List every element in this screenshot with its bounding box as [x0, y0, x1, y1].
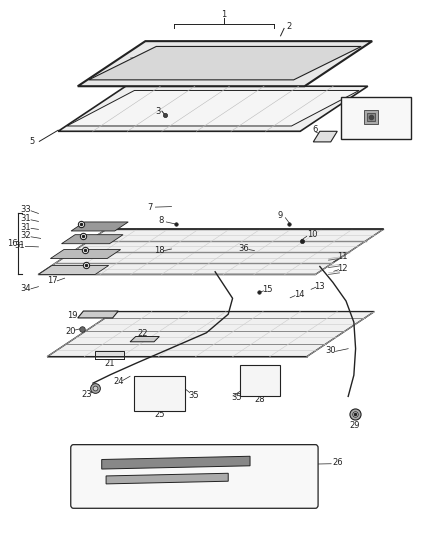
Text: 35: 35 — [187, 391, 198, 400]
Polygon shape — [102, 456, 250, 469]
Polygon shape — [106, 473, 228, 484]
Polygon shape — [78, 311, 118, 318]
Text: 24: 24 — [113, 377, 123, 386]
FancyBboxPatch shape — [71, 445, 318, 508]
Text: 7: 7 — [147, 203, 152, 212]
Polygon shape — [39, 229, 382, 274]
Text: 29: 29 — [349, 421, 359, 430]
Text: 35: 35 — [231, 393, 242, 402]
Text: 31: 31 — [21, 214, 31, 223]
Text: 30: 30 — [325, 346, 335, 355]
Polygon shape — [47, 312, 374, 357]
Text: 19: 19 — [67, 311, 78, 320]
Text: 3: 3 — [155, 107, 161, 116]
Polygon shape — [313, 131, 336, 142]
Polygon shape — [58, 86, 367, 131]
Polygon shape — [134, 376, 184, 411]
Text: 8: 8 — [158, 216, 163, 225]
Text: 34: 34 — [21, 284, 31, 293]
Text: 22: 22 — [137, 329, 147, 338]
Polygon shape — [240, 365, 279, 397]
Text: 4: 4 — [399, 114, 404, 123]
Text: 21: 21 — [104, 359, 115, 367]
Text: 9: 9 — [277, 211, 283, 220]
Text: 31: 31 — [21, 223, 31, 232]
Text: 23: 23 — [81, 390, 92, 399]
Text: 16: 16 — [7, 239, 18, 248]
Text: 15: 15 — [261, 285, 272, 294]
Text: 33: 33 — [20, 205, 31, 214]
Text: 1: 1 — [221, 10, 226, 19]
Text: 32: 32 — [21, 231, 31, 240]
Polygon shape — [130, 336, 159, 342]
Text: 20: 20 — [65, 327, 75, 336]
Text: 28: 28 — [254, 394, 265, 403]
Polygon shape — [50, 249, 120, 259]
Polygon shape — [88, 46, 360, 80]
Text: 35: 35 — [209, 478, 220, 487]
Text: 27: 27 — [237, 466, 247, 475]
Text: 5: 5 — [29, 137, 35, 146]
Text: 26: 26 — [331, 458, 342, 467]
Polygon shape — [71, 222, 128, 231]
Polygon shape — [78, 41, 371, 86]
Text: 10: 10 — [307, 230, 317, 239]
Polygon shape — [39, 265, 109, 274]
Text: 12: 12 — [336, 264, 347, 272]
Polygon shape — [340, 97, 410, 139]
Polygon shape — [67, 91, 358, 126]
Text: 14: 14 — [293, 290, 304, 299]
Text: 6: 6 — [312, 125, 318, 134]
Text: 36: 36 — [238, 244, 249, 253]
Text: 17: 17 — [46, 276, 57, 285]
Text: 2: 2 — [286, 22, 291, 31]
Text: 11: 11 — [336, 253, 347, 262]
Text: 18: 18 — [154, 246, 164, 255]
Text: 25: 25 — [154, 410, 165, 419]
Polygon shape — [61, 235, 123, 244]
Text: 31: 31 — [15, 241, 25, 250]
Polygon shape — [95, 351, 123, 356]
Text: 13: 13 — [314, 281, 325, 290]
